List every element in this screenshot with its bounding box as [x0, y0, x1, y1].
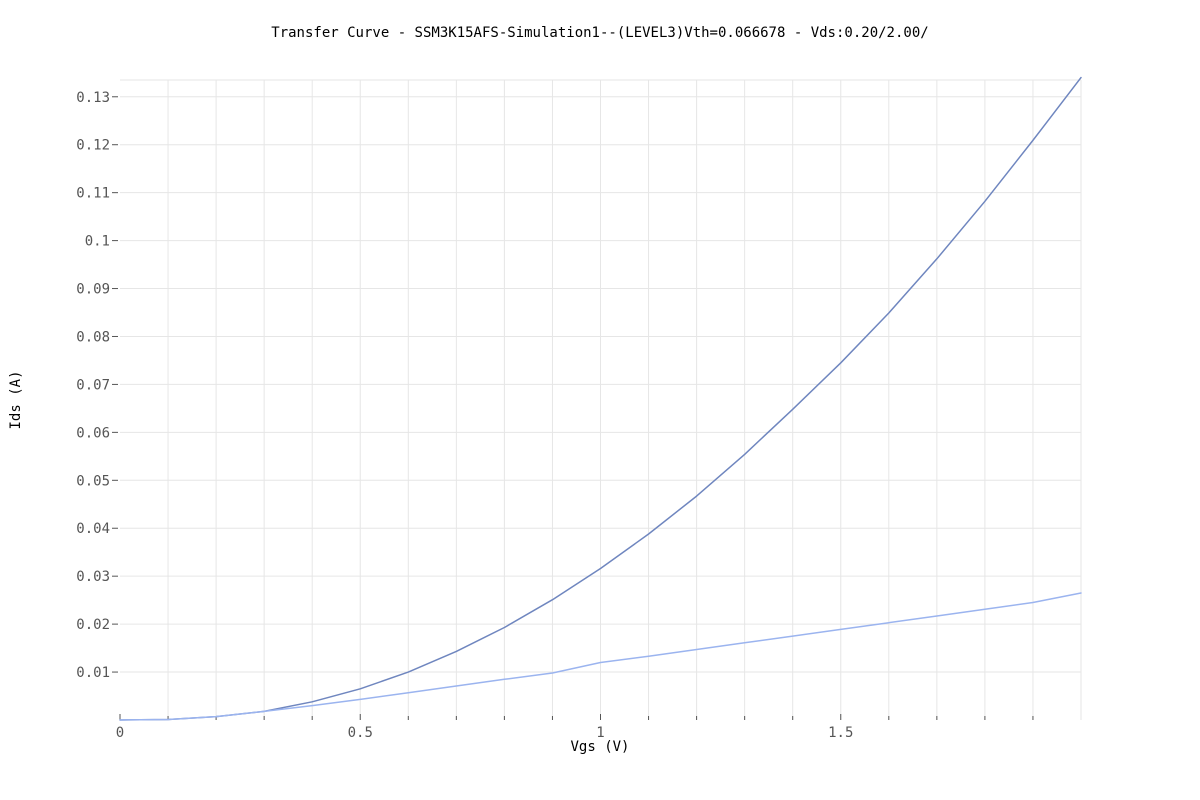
y-tick-label: 0.03	[76, 569, 110, 585]
grid	[120, 79, 1082, 720]
y-tick-label: 0.08	[76, 329, 110, 345]
chart-title: Transfer Curve - SSM3K15AFS-Simulation1-…	[271, 25, 928, 41]
series-line-2	[119, 592, 1082, 721]
x-tick-label: 1.5	[828, 725, 853, 741]
y-tick-label: 0.04	[76, 521, 110, 537]
y-tick-label: 0.06	[76, 425, 110, 441]
data-series	[119, 76, 1082, 721]
y-tick-label: 0.09	[76, 282, 110, 298]
y-axis-label: Ids (A)	[8, 370, 24, 429]
x-tick-label: 0.5	[348, 725, 373, 741]
y-tick-label: 0.1	[85, 234, 110, 250]
y-tick-label: 0.02	[76, 617, 110, 633]
x-tick-label: 1	[596, 725, 604, 741]
x-axis-label: Vgs (V)	[570, 739, 629, 755]
y-tick-label: 0.07	[76, 377, 110, 393]
y-tick-label: 0.05	[76, 473, 110, 489]
axis-ticks: 0.01 0.02 0.03 0.04 0.05 0.06 0.07 0.08 0.09 0.1 0…	[76, 90, 1034, 741]
series-line-1	[119, 76, 1082, 721]
y-tick-label: 0.11	[76, 186, 110, 202]
y-tick-label: 0.13	[76, 90, 110, 106]
y-tick-label: 0.12	[76, 138, 110, 154]
y-tick-label: 0.01	[76, 665, 110, 681]
x-tick-label: 0	[116, 725, 124, 741]
